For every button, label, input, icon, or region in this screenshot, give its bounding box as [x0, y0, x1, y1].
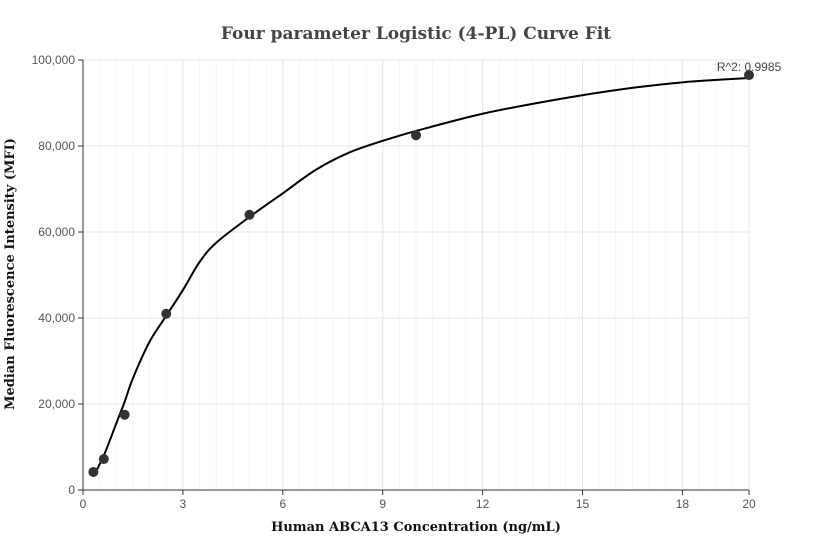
- x-tick-label: 6: [279, 497, 286, 511]
- chart-title: Four parameter Logistic (4-PL) Curve Fit: [221, 24, 611, 44]
- data-point: [411, 130, 421, 141]
- fit-curve-line: [92, 77, 750, 477]
- y-tick-label: 60,000: [38, 225, 75, 239]
- grid: [82, 59, 750, 491]
- y-tick-label: 80,000: [38, 139, 75, 153]
- data-point: [88, 466, 99, 477]
- x-tick-label: 3: [180, 497, 187, 511]
- x-tick-label: 9: [379, 497, 386, 511]
- data-point: [744, 70, 754, 81]
- axes: [82, 60, 749, 491]
- y-tick-labels: 0 20,000 40,000 60,000 80,000 100,000: [32, 53, 83, 497]
- y-axis-title: Median Fluorescence Intensity (MFI): [3, 138, 18, 410]
- x-tick-labels: 0 3 6 9 12 15 18 20: [80, 490, 756, 511]
- x-tick-label: 12: [476, 497, 490, 511]
- x-axis-title: Human ABCA13 Concentration (ng/mL): [271, 520, 561, 535]
- y-tick-label: 40,000: [38, 311, 75, 325]
- y-tick-label: 100,000: [32, 53, 76, 67]
- x-tick-label: 0: [80, 497, 87, 511]
- x-tick-label: 20: [742, 497, 756, 511]
- data-points: [88, 70, 754, 477]
- x-tick-label: 15: [576, 497, 590, 511]
- y-tick-label: 20,000: [38, 397, 75, 411]
- data-point: [161, 308, 172, 319]
- r-squared-annotation: R^2: 0.9985: [717, 60, 782, 74]
- data-point: [119, 409, 130, 420]
- y-tick-label: 0: [68, 483, 75, 497]
- data-point: [98, 454, 109, 465]
- x-tick-label: 18: [676, 497, 690, 511]
- data-point: [244, 209, 255, 220]
